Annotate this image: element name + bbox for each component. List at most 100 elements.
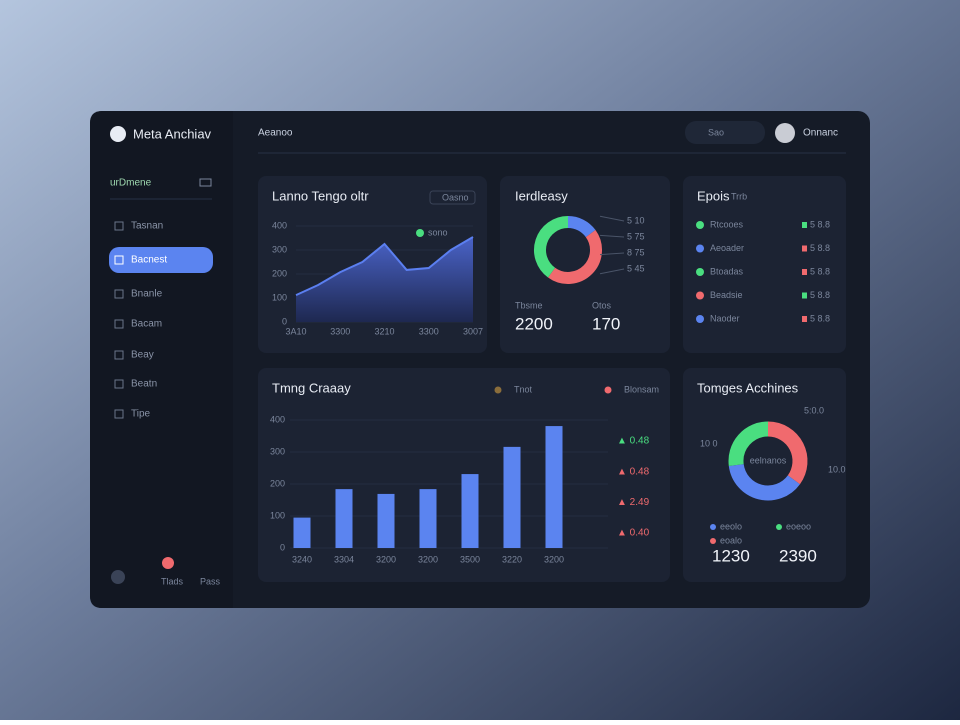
nav-icon[interactable]	[114, 255, 124, 265]
bar[interactable]	[335, 489, 353, 548]
workspace[interactable]: urDmene	[110, 178, 152, 189]
bar[interactable]	[419, 489, 437, 548]
nav-icon[interactable]	[114, 379, 124, 389]
card	[683, 368, 846, 582]
legend-label[interactable]: Tnot	[514, 384, 533, 394]
nav-icon[interactable]	[114, 221, 124, 231]
x-tick-label: 3220	[502, 554, 522, 564]
change: ▲ 2.49	[617, 497, 650, 508]
legend-label: eoeoo	[786, 521, 811, 531]
bar[interactable]	[503, 446, 521, 548]
nav-icon[interactable]	[114, 350, 124, 360]
pause-icon[interactable]	[111, 570, 125, 584]
total: 1230	[712, 546, 750, 565]
bar[interactable]	[461, 474, 479, 548]
nav-icon[interactable]	[114, 289, 124, 299]
card-title: Ierdleasy	[515, 188, 568, 203]
callout: 5 45	[627, 263, 645, 273]
x-tick-label: 3240	[292, 554, 312, 564]
x-tick-label: 3304	[334, 554, 354, 564]
event-label: Naoder	[710, 313, 740, 323]
legend-label[interactable]: Blonsam	[624, 384, 659, 394]
search-text[interactable]: Sao	[708, 127, 724, 137]
stat-label: Otos	[592, 300, 612, 310]
card	[683, 176, 846, 353]
status-dot	[696, 315, 704, 323]
nav-item[interactable]: Tasnan	[131, 221, 163, 232]
legend-swatch	[604, 386, 612, 394]
bar[interactable]	[293, 517, 311, 548]
x-tick-label: 3200	[418, 554, 438, 564]
card-title: Epois	[697, 188, 730, 203]
nav-item[interactable]: Beay	[131, 350, 154, 361]
bar[interactable]	[545, 426, 563, 548]
app-name: Meta Anchiav	[133, 126, 212, 141]
logo	[110, 126, 126, 142]
bar[interactable]	[377, 493, 395, 548]
nav-icon[interactable]	[114, 319, 124, 329]
event-label: Btoadas	[710, 266, 744, 276]
nav-item[interactable]: Bacnest	[131, 255, 167, 266]
status-dot	[696, 291, 704, 300]
event-value: 5 8.8	[810, 313, 830, 323]
donut-segment	[567, 216, 596, 238]
event-label: Beadsie	[710, 290, 743, 300]
notification-dot	[162, 557, 174, 569]
y-tick-label: 300	[270, 446, 285, 456]
legend-label: eeolo	[720, 521, 742, 531]
y-tick-label: 400	[270, 414, 285, 424]
legend-swatch	[710, 538, 716, 544]
footer-nav[interactable]: Tlads	[161, 576, 184, 586]
callout: 5 75	[627, 231, 645, 241]
x-tick-label: 3300	[330, 326, 350, 336]
badge-text[interactable]: Oasno	[442, 192, 469, 202]
callout: 5:0.0	[804, 405, 824, 415]
legend-label: sono	[428, 227, 448, 237]
search-box[interactable]	[685, 121, 765, 144]
event-value: 5 8.8	[810, 219, 830, 229]
status-dot	[696, 268, 704, 276]
value-swatch	[802, 292, 807, 299]
leader	[599, 268, 625, 275]
menu-icon[interactable]	[199, 178, 212, 187]
legend-swatch	[710, 524, 716, 530]
event-label: Rtcooes	[710, 219, 744, 229]
event-value: 5 8.8	[810, 290, 830, 300]
legend-swatch	[776, 524, 782, 530]
donut-segment	[534, 216, 569, 278]
x-tick-label: 3007	[463, 326, 483, 336]
legend-swatch	[416, 229, 424, 237]
change: ▲ 0.40	[617, 528, 650, 539]
y-tick-label: 100	[270, 510, 285, 520]
nav-item[interactable]: Bnanle	[131, 289, 163, 300]
x-tick-label: 3A10	[285, 326, 306, 336]
value-swatch	[802, 316, 807, 322]
breadcrumb[interactable]: Aeanoo	[258, 128, 293, 139]
event-value: 5 8.8	[810, 243, 830, 253]
donut-segment	[767, 421, 808, 485]
y-tick-label: 0	[282, 316, 287, 326]
y-tick-label: 100	[272, 292, 287, 302]
value-swatch	[802, 245, 807, 252]
nav-icon[interactable]	[114, 409, 124, 419]
y-tick-label: 300	[272, 244, 287, 254]
x-tick-label: 3200	[544, 554, 564, 564]
badge[interactable]	[429, 190, 476, 205]
nav-item[interactable]: Tipe	[131, 409, 151, 420]
legend-label: eoalo	[720, 535, 742, 545]
y-tick-label: 200	[272, 268, 287, 278]
footer-nav[interactable]: Pass	[200, 576, 221, 586]
callout: 10 0	[700, 438, 718, 448]
x-tick-label: 3200	[376, 554, 396, 564]
y-tick-label: 200	[270, 478, 285, 488]
nav-item[interactable]: Beatn	[131, 379, 157, 390]
avatar[interactable]	[775, 123, 795, 143]
user-name[interactable]: Onnanc	[803, 128, 838, 139]
x-tick-label: 3500	[460, 554, 480, 564]
event-value: 5 8.8	[810, 266, 830, 276]
nav-active[interactable]	[109, 247, 213, 273]
value-swatch	[802, 222, 807, 228]
x-tick-label: 3210	[374, 326, 394, 336]
nav-item[interactable]: Bacam	[131, 319, 162, 330]
